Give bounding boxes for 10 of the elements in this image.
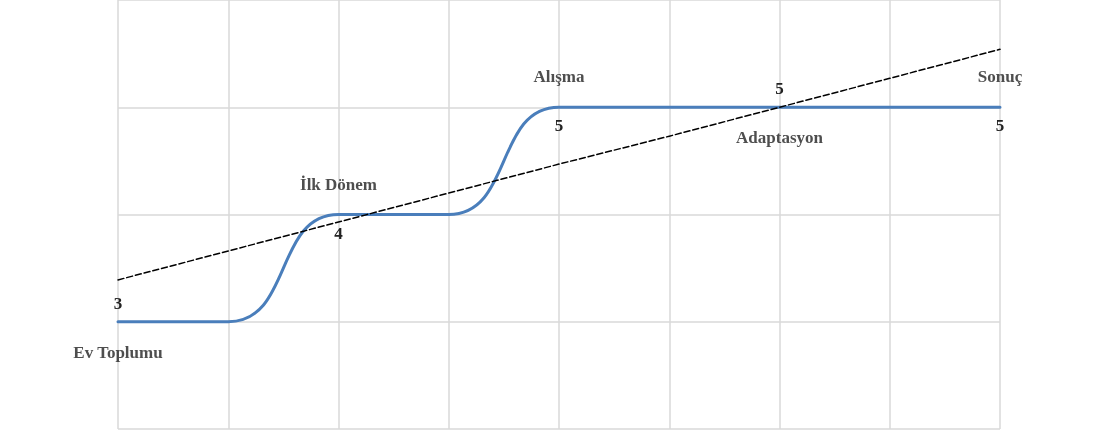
annotation: Ev Toplumu: [73, 342, 163, 362]
annotation: İlk Dönem: [300, 174, 377, 194]
data-label: 5: [995, 116, 1005, 136]
data-label: 4: [334, 223, 344, 243]
annotation: Sonuç: [977, 67, 1023, 87]
data-label: 5: [775, 79, 784, 99]
data-label: 5: [554, 116, 564, 136]
annotation: Adaptasyon: [736, 128, 824, 148]
annotation: Alışma: [533, 67, 585, 87]
data-label: 3: [113, 293, 123, 313]
